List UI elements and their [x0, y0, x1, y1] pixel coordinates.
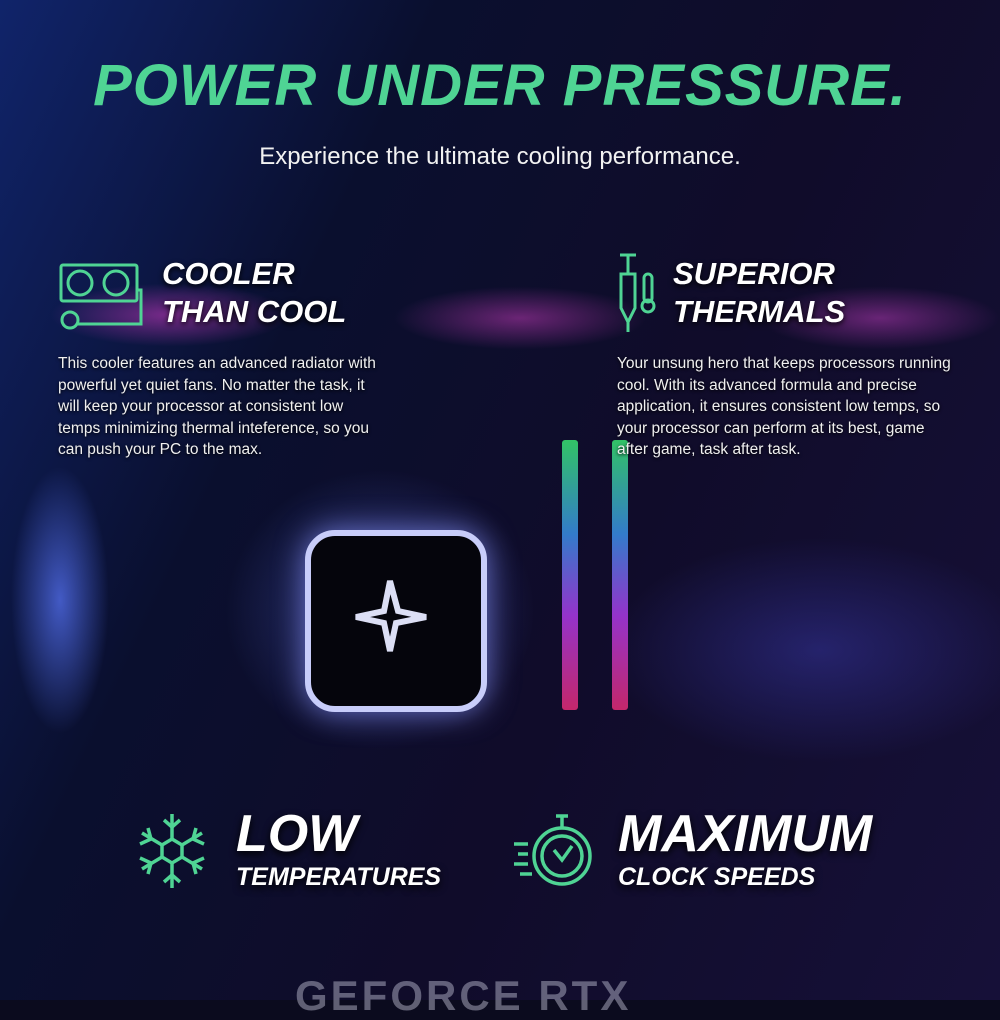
feature-title-thermals: SUPERIOR THERMALS [673, 256, 846, 329]
gpu-branding-text: GEFORCE RTX [295, 972, 632, 1019]
subheadline: Experience the ultimate cooling performa… [259, 143, 741, 170]
feature-title-cooler: COOLER THAN COOL [162, 256, 347, 329]
cpu-pump-block [305, 530, 487, 712]
radiator-icon [59, 263, 143, 330]
stopwatch-icon [514, 814, 592, 886]
highlight-maximum-clock-speeds: MAXIMUM CLOCK SPEEDS [618, 805, 873, 891]
pump-logo-icon [355, 580, 427, 652]
feature-body-cooler: This cooler features an advanced radiato… [58, 355, 376, 458]
headline: POWER UNDER PRESSURE. [93, 53, 907, 118]
snowflake-icon [139, 814, 205, 888]
rgb-ram-stick [562, 440, 578, 710]
highlight-low-temperatures: LOW TEMPERATURES [236, 805, 442, 891]
rgb-ram-stick [612, 440, 628, 710]
feature-body-thermals: Your unsung hero that keeps processors r… [617, 355, 951, 458]
thermal-paste-syringe-icon [619, 253, 656, 332]
